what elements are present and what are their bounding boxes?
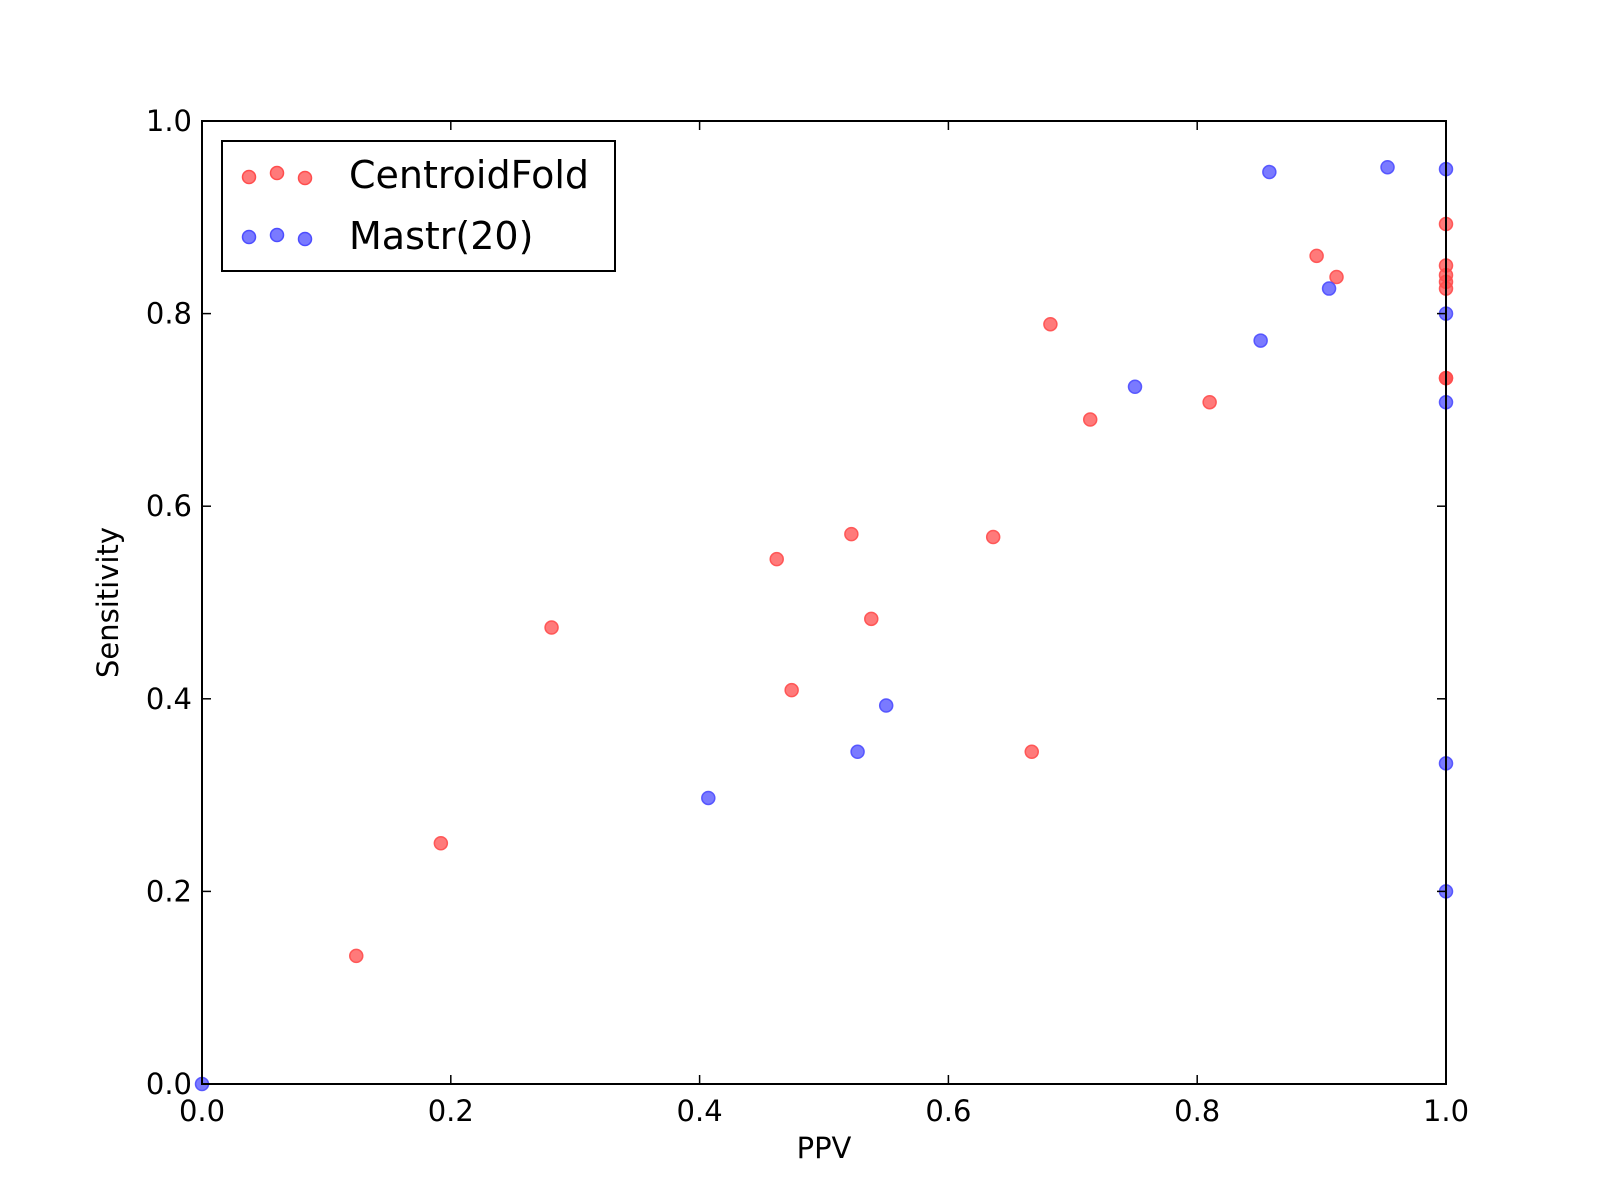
- legend-marker-mastr20: [241, 229, 257, 245]
- axis-ticks: 0.0 0.2 0.4 0.6 0.8 1.0 0.0 0.2 0.4 0.6 0.8 1.0: [146, 104, 1469, 1128]
- data-point-centroidfold: [433, 836, 449, 851]
- legend-marker-mastr20: [269, 227, 285, 243]
- data-point-centroidfold: [1309, 248, 1324, 264]
- y-tick-label: 0.0: [146, 1067, 192, 1101]
- legend: CentroidFold Mastr(20): [221, 140, 616, 272]
- data-point-mastr20: [1262, 164, 1277, 180]
- data-point-mastr20: [1253, 333, 1268, 348]
- x-tick-label: 1.0: [1423, 1094, 1469, 1128]
- y-tick-label: 0.8: [146, 297, 192, 331]
- data-point-centroidfold: [864, 611, 879, 627]
- legend-marker-centroidfold: [297, 170, 313, 186]
- x-tick-label: 0.0: [179, 1094, 225, 1128]
- data-point-mastr20: [850, 744, 865, 760]
- legend-box: [221, 140, 616, 272]
- legend-marker-centroidfold: [241, 169, 257, 185]
- data-point-centroidfold: [1202, 394, 1217, 410]
- x-axis-label: PPV: [797, 1131, 852, 1165]
- data-point-mastr20: [1380, 159, 1395, 175]
- data-point-mastr20: [701, 790, 716, 806]
- y-tick-label: 0.2: [146, 874, 192, 908]
- legend-entries: CentroidFold Mastr(20): [241, 153, 589, 258]
- y-axis-label: Sensitivity: [91, 527, 125, 678]
- data-point-centroidfold: [544, 620, 559, 635]
- data-point-centroidfold: [1024, 744, 1039, 760]
- data-point-centroidfold: [1043, 316, 1058, 332]
- data-point-centroidfold: [1329, 269, 1344, 285]
- data-point-centroidfold: [349, 948, 364, 964]
- legend-label-mastr20: Mastr(20): [349, 214, 533, 258]
- x-tick-label: 0.8: [1174, 1094, 1220, 1128]
- data-point-mastr20: [1127, 379, 1143, 395]
- x-tick-label: 0.2: [428, 1094, 474, 1128]
- data-point-centroidfold: [1082, 412, 1098, 427]
- y-tick-label: 1.0: [146, 104, 192, 138]
- data-point-mastr20: [878, 698, 894, 713]
- y-tick-label: 0.4: [146, 682, 192, 716]
- data-point-centroidfold: [769, 551, 784, 567]
- x-tick-label: 0.4: [677, 1094, 723, 1128]
- legend-marker-mastr20: [297, 231, 313, 247]
- data-point-centroidfold: [844, 526, 859, 542]
- x-tick-label: 0.6: [925, 1094, 971, 1128]
- legend-label-centroidfold: CentroidFold: [349, 153, 589, 197]
- plot-frame: [201, 120, 1447, 1085]
- data-point-centroidfold: [784, 682, 799, 698]
- legend-marker-centroidfold: [269, 165, 285, 181]
- y-tick-label: 0.6: [146, 489, 192, 523]
- data-point-mastr20: [1321, 281, 1337, 296]
- data-point-centroidfold: [985, 529, 1001, 545]
